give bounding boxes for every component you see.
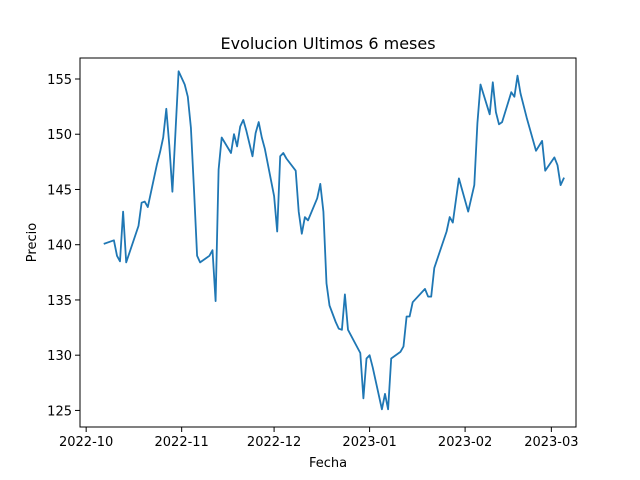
plot-area xyxy=(103,70,565,411)
x-tick-label: 2023-01 xyxy=(342,435,396,450)
y-axis-title: Precio xyxy=(25,223,40,262)
y-tick-label: 150 xyxy=(47,128,72,143)
y-tick-label: 145 xyxy=(47,183,72,198)
plot-frame xyxy=(79,57,577,428)
chart-title: Evolucion Ultimos 6 meses xyxy=(220,34,435,53)
y-tick-label: 140 xyxy=(47,239,72,254)
y-tick-label: 135 xyxy=(47,294,72,309)
x-tick-label: 2023-02 xyxy=(438,435,492,450)
x-axis-title: Fecha xyxy=(309,456,347,471)
y-axis: 125 130 135 140 145 150 155 xyxy=(47,73,80,419)
y-tick-label: 130 xyxy=(47,349,72,364)
price-series-line xyxy=(103,70,565,411)
y-tick-label: 125 xyxy=(47,404,72,419)
x-tick-label: 2023-03 xyxy=(524,435,578,450)
x-tick-label: 2022-11 xyxy=(155,435,209,450)
x-tick-label: 2022-12 xyxy=(247,435,301,450)
x-axis: 2022-10 2022-11 2022-12 2023-01 2023-02 2023-… xyxy=(59,427,579,450)
y-tick-label: 155 xyxy=(47,73,72,88)
x-tick-label: 2022-10 xyxy=(59,435,113,450)
